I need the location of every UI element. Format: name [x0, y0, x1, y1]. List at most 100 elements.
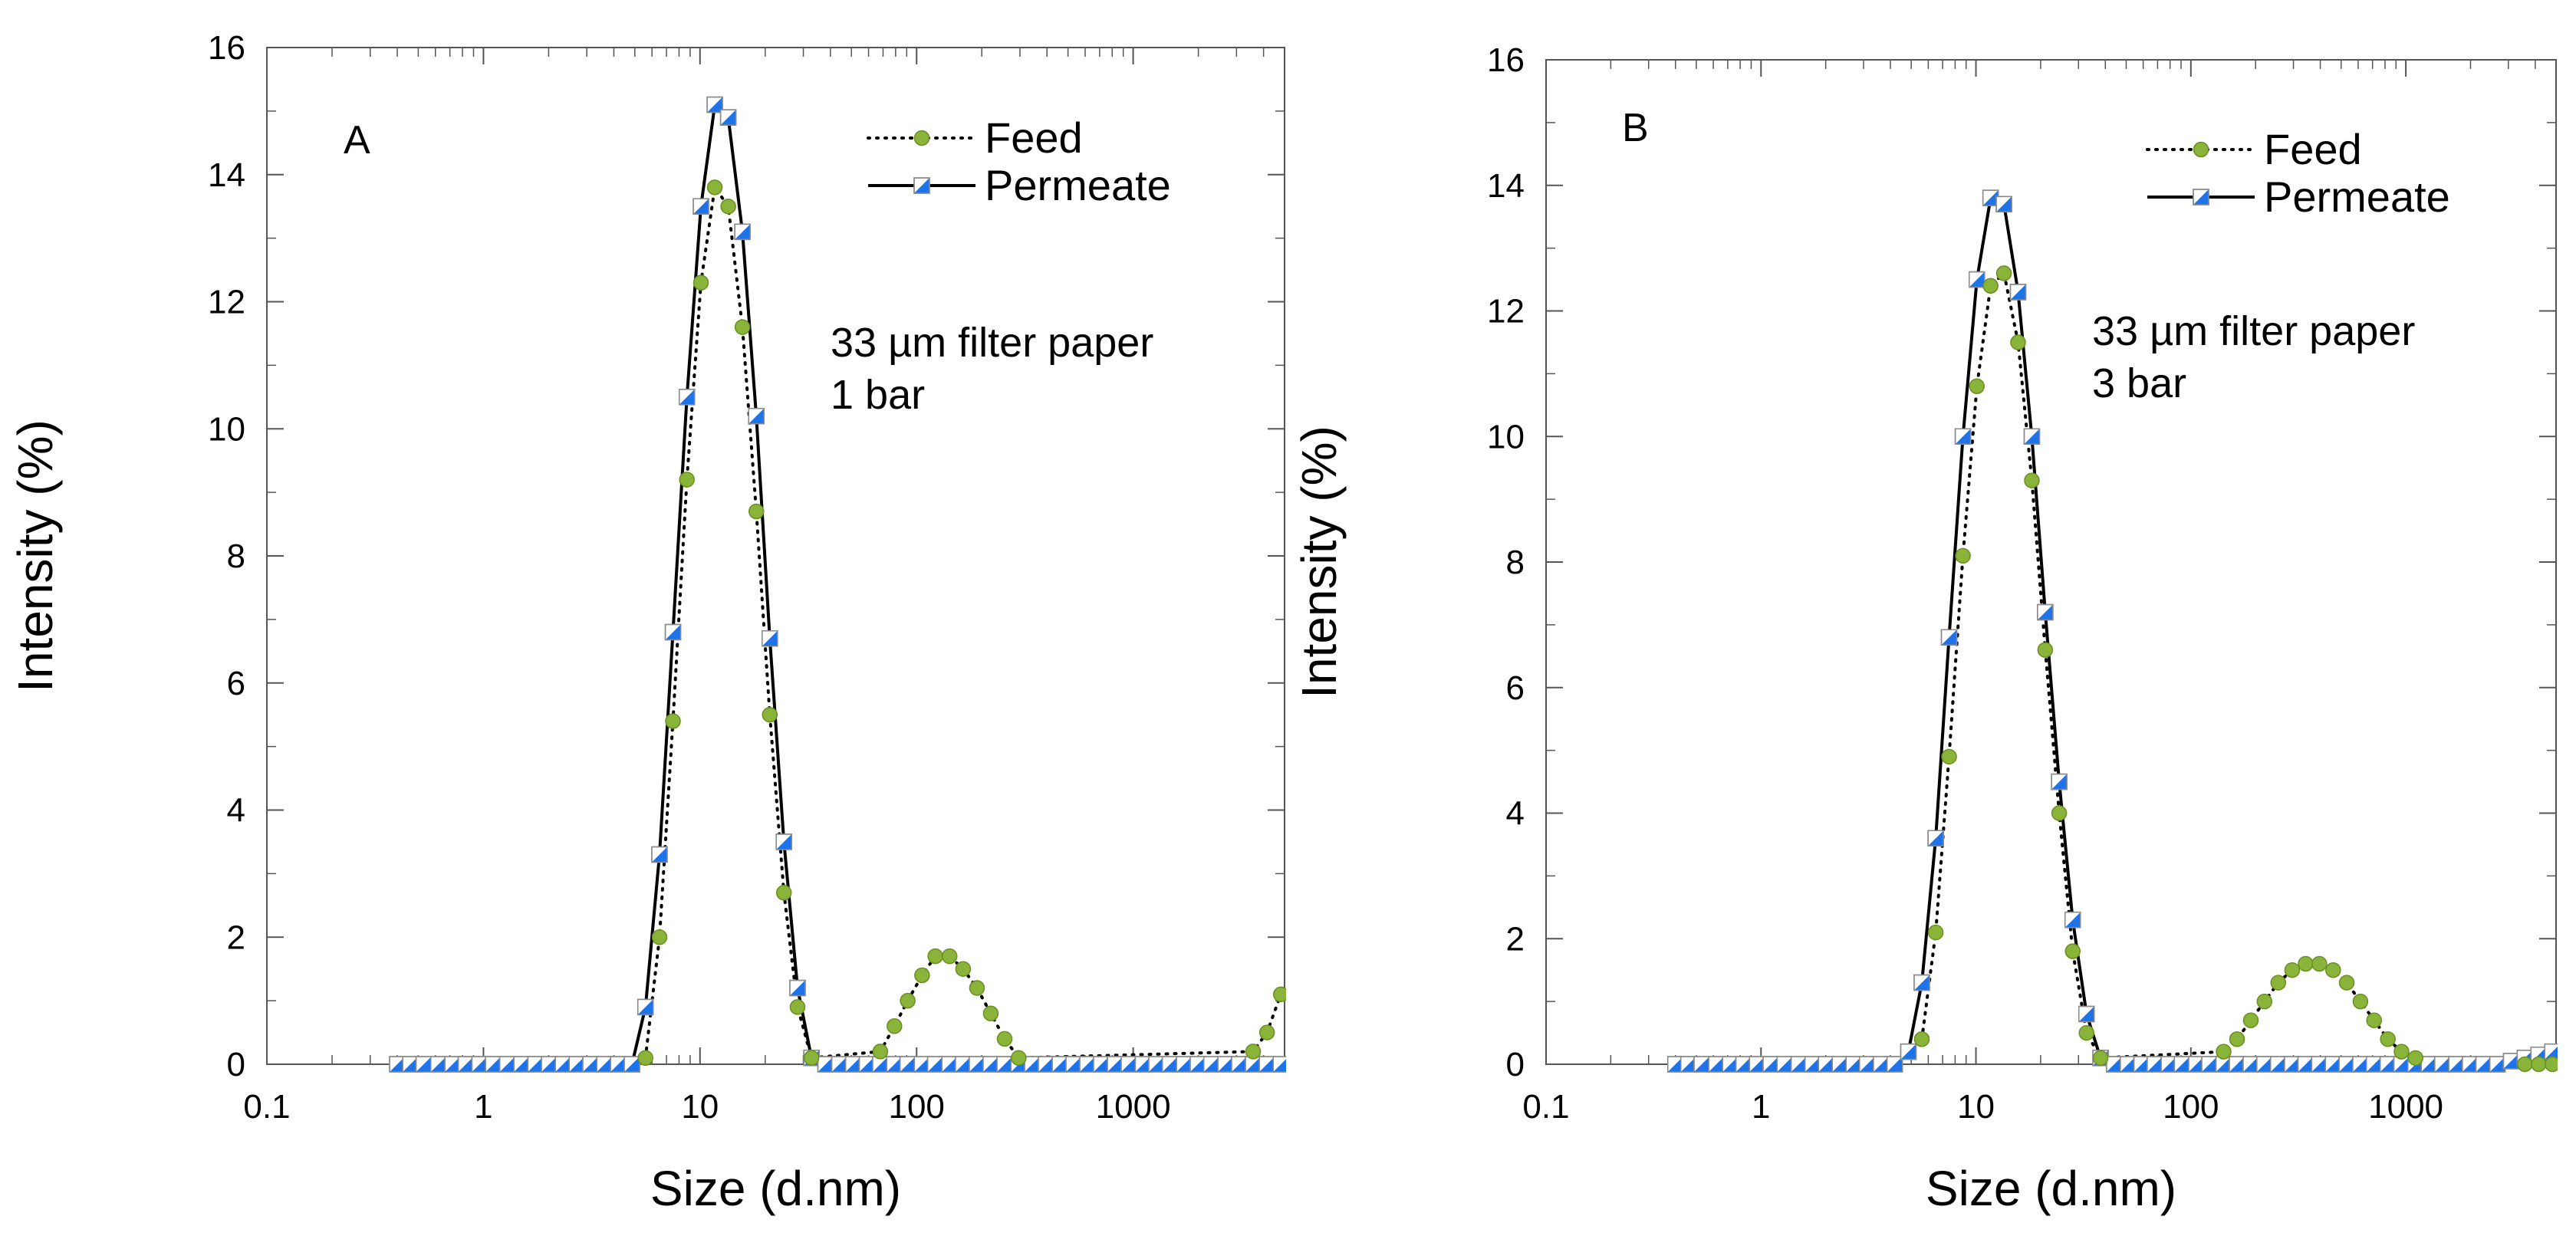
marker-fill: [1846, 1057, 1862, 1072]
marker-fill: [1218, 1057, 1234, 1072]
data-point-permeate: [2188, 1056, 2205, 1073]
data-point-feed: [2037, 642, 2054, 658]
data-point-feed: [2216, 1044, 2232, 1060]
data-point-permeate: [2037, 603, 2054, 621]
marker-fill: [1176, 1057, 1193, 1072]
marker-fill: [1079, 1057, 1095, 1072]
data-point-feed: [2051, 805, 2068, 821]
data-point-permeate: [2366, 1056, 2383, 1073]
marker-fill: [1982, 190, 1999, 206]
marker-fill: [982, 1057, 998, 1072]
x-tick-label: 10: [681, 1088, 719, 1126]
data-point-feed: [2256, 993, 2273, 1010]
data-point-feed: [2352, 993, 2369, 1010]
data-point-permeate: [1804, 1056, 1821, 1073]
data-point-permeate: [1722, 1056, 1739, 1073]
marker-fill: [610, 1057, 627, 1072]
marker-fill: [720, 110, 736, 126]
marker-outline: [748, 407, 765, 425]
marker-outline: [775, 833, 792, 850]
marker-fill: [1693, 1057, 1709, 1072]
x-tick-label: 100: [888, 1088, 944, 1126]
marker-fill: [665, 624, 681, 640]
y-tick-label: 2: [227, 919, 245, 956]
y-tick-label: 10: [1487, 418, 1525, 455]
marker-fill: [1887, 1057, 1903, 1072]
data-point-permeate: [1024, 1056, 1041, 1073]
marker-fill: [735, 224, 751, 240]
marker-outline: [693, 198, 709, 215]
series-layer: [1666, 189, 2558, 1073]
data-point-permeate: [926, 1056, 944, 1073]
marker-fill: [2449, 1057, 2465, 1072]
y-tick-label: 16: [208, 29, 245, 67]
data-point-permeate: [2106, 1056, 2123, 1073]
data-point-feed: [1995, 265, 2012, 281]
data-point-permeate: [664, 623, 682, 641]
marker-fill: [1900, 1044, 1916, 1060]
chart-panel-b: 0 2 4 6 8 10 12 14 16 0.1 1 10 100 1000 Intensity (%) S…: [1291, 41, 2558, 1216]
y-tick-label: 6: [1506, 669, 1525, 707]
marker-outline: [2078, 1005, 2095, 1023]
marker-fill: [2421, 1057, 2437, 1072]
y-axis-title: Intensity (%): [8, 419, 63, 692]
marker-fill: [2298, 1057, 2314, 1072]
data-point-permeate: [693, 198, 709, 215]
marker-fill: [1259, 1057, 1275, 1072]
marker-outline: [2009, 284, 2027, 301]
y-tick-label: 12: [1487, 293, 1525, 330]
data-point-feed: [2407, 1050, 2424, 1067]
marker-fill: [1735, 1057, 1752, 1072]
data-point-permeate: [748, 407, 765, 425]
marker-fill: [1148, 1057, 1164, 1072]
marker-fill: [2325, 1057, 2341, 1072]
x-axis-title: Size (d.nm): [650, 1161, 901, 1216]
data-point-permeate: [734, 223, 751, 241]
data-point-permeate: [527, 1056, 544, 1073]
data-point-feed: [734, 319, 751, 335]
data-point-feed: [775, 884, 792, 901]
data-point-feed: [1927, 924, 1944, 941]
y-tick-label: 4: [1506, 795, 1525, 833]
marker-fill: [2037, 604, 2053, 620]
marker-fill: [1135, 1057, 1151, 1072]
y-tick-label: 14: [208, 156, 245, 194]
data-point-permeate: [1982, 189, 1999, 206]
data-point-permeate: [955, 1056, 972, 1073]
marker-outline: [762, 630, 778, 647]
data-point-permeate: [1954, 428, 1972, 445]
y-tick-label: 6: [227, 665, 245, 702]
data-point-feed: [982, 1005, 999, 1021]
data-point-feed: [2024, 472, 2040, 488]
data-point-permeate: [1079, 1056, 1096, 1073]
panel-label: A: [344, 118, 370, 163]
data-point-permeate: [2147, 1056, 2163, 1073]
data-point-permeate: [2448, 1056, 2465, 1073]
marker-outline: [1954, 428, 1972, 445]
marker-fill: [445, 1057, 461, 1072]
marker-fill: [2489, 1057, 2505, 1072]
data-point-permeate: [1708, 1056, 1725, 1073]
data-point-feed: [900, 992, 916, 1009]
marker-fill: [900, 1057, 916, 1072]
data-point-permeate: [831, 1056, 848, 1073]
data-point-permeate: [706, 96, 723, 113]
marker-fill: [1955, 429, 1971, 445]
data-point-permeate: [2064, 911, 2081, 929]
marker-fill: [1928, 830, 1944, 846]
data-point-permeate: [1065, 1056, 1082, 1073]
data-point-feed: [2092, 1050, 2109, 1067]
marker-outline: [706, 96, 723, 113]
data-point-permeate: [1969, 271, 1985, 288]
marker-fill: [818, 1057, 834, 1072]
data-point-permeate: [1189, 1056, 1206, 1073]
data-point-feed: [2242, 1012, 2259, 1028]
data-point-permeate: [2311, 1056, 2328, 1073]
data-point-permeate: [2420, 1056, 2437, 1073]
data-point-permeate: [817, 1056, 834, 1073]
marker-fill: [2229, 1057, 2245, 1072]
y-tick-label: 10: [208, 410, 245, 448]
data-point-feed: [914, 967, 930, 984]
marker-fill: [2393, 1057, 2410, 1072]
